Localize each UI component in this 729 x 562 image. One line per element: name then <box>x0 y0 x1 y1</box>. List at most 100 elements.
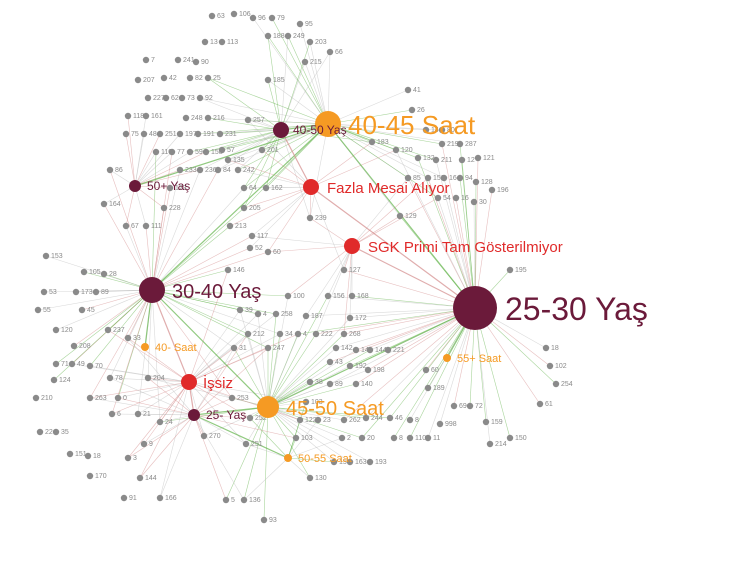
small-node-label: 146 <box>233 267 245 274</box>
small-node-label: 61 <box>545 401 553 408</box>
small-node-label: 196 <box>497 187 509 194</box>
small-node-label: 161 <box>151 113 163 120</box>
small-node-label: 106 <box>239 11 251 18</box>
small-node <box>439 127 445 133</box>
small-node-label: 100 <box>293 293 305 300</box>
major-node-saat50_55 <box>284 454 292 462</box>
small-node <box>43 253 49 259</box>
small-node <box>303 399 309 405</box>
small-node <box>475 155 481 161</box>
small-node <box>247 415 253 421</box>
small-node <box>157 419 163 425</box>
small-node-label: 262 <box>349 417 361 424</box>
small-node <box>457 141 463 147</box>
small-node-label: 207 <box>143 77 155 84</box>
small-node-label: 118 <box>133 113 144 120</box>
major-node-age50p <box>129 180 141 192</box>
small-node <box>385 347 391 353</box>
small-node <box>125 455 131 461</box>
small-node <box>41 289 47 295</box>
small-node <box>433 157 439 163</box>
edge <box>152 290 268 348</box>
small-node-label: 270 <box>209 433 221 440</box>
small-node <box>353 381 359 387</box>
small-node-label: 69 <box>459 403 467 410</box>
small-node-label: 998 <box>445 421 457 428</box>
small-node <box>241 205 247 211</box>
small-node-label: 2 <box>347 435 351 442</box>
edge <box>252 236 352 246</box>
small-node-label: 82 <box>195 75 203 82</box>
small-node-label: 94 <box>465 175 473 182</box>
small-node <box>177 167 183 173</box>
small-node <box>101 201 107 207</box>
edge <box>189 270 228 382</box>
small-node <box>409 107 415 113</box>
small-node <box>543 345 549 351</box>
small-node-label: 8 <box>399 435 403 442</box>
small-node <box>235 167 241 173</box>
small-node-label: 103 <box>311 399 323 406</box>
edge <box>140 382 189 478</box>
small-node <box>187 75 193 81</box>
small-node <box>245 117 251 123</box>
edge <box>328 124 460 144</box>
edge <box>152 226 230 290</box>
small-node <box>205 75 211 81</box>
small-node <box>79 307 85 313</box>
major-node-issiz <box>181 374 197 390</box>
small-node <box>145 95 151 101</box>
small-node-label: 41 <box>413 87 421 94</box>
small-node <box>327 359 333 365</box>
major-label-saat55p: 55+ Saat <box>457 353 501 365</box>
edge <box>252 187 311 236</box>
edge <box>135 186 146 226</box>
small-node-label: 84 <box>223 167 231 174</box>
edge <box>90 398 194 415</box>
small-node <box>333 345 339 351</box>
small-node-label: 62 <box>171 95 179 102</box>
small-node-label: 121 <box>483 155 495 162</box>
small-node <box>231 11 237 17</box>
edge <box>135 152 172 186</box>
small-node <box>141 131 147 137</box>
small-node <box>307 379 313 385</box>
small-node <box>203 149 209 155</box>
small-node <box>85 453 91 459</box>
small-node-label: 26 <box>417 107 425 114</box>
small-node <box>425 175 431 181</box>
small-node-label: 159 <box>491 419 503 426</box>
small-node <box>405 87 411 93</box>
small-node <box>407 435 413 441</box>
small-node <box>121 495 127 501</box>
small-node <box>327 49 333 55</box>
small-node <box>353 347 359 353</box>
edge <box>436 160 475 308</box>
small-node-label: 93 <box>269 517 277 524</box>
small-node <box>405 175 411 181</box>
small-node <box>407 417 413 423</box>
small-node-label: 89 <box>101 289 109 296</box>
small-node <box>349 293 355 299</box>
small-node-label: 170 <box>95 473 107 480</box>
small-node-label: 14 <box>431 127 439 134</box>
small-node <box>467 403 473 409</box>
edge <box>152 290 280 334</box>
edge <box>160 415 194 498</box>
small-node <box>265 33 271 39</box>
small-node-label: 67 <box>131 223 139 230</box>
small-node-label: 77 <box>177 149 185 156</box>
small-node <box>209 13 215 19</box>
small-node-label: 8 <box>415 417 419 424</box>
small-node <box>293 435 299 441</box>
small-node-label: 71 <box>61 361 69 368</box>
small-node-label: 15 <box>339 459 347 466</box>
small-node <box>135 77 141 83</box>
edge-major <box>194 415 288 458</box>
small-node-label: 42 <box>169 75 177 82</box>
edge <box>152 152 172 290</box>
small-node <box>423 367 429 373</box>
small-node <box>145 375 151 381</box>
small-node <box>425 385 431 391</box>
edge <box>56 290 152 330</box>
